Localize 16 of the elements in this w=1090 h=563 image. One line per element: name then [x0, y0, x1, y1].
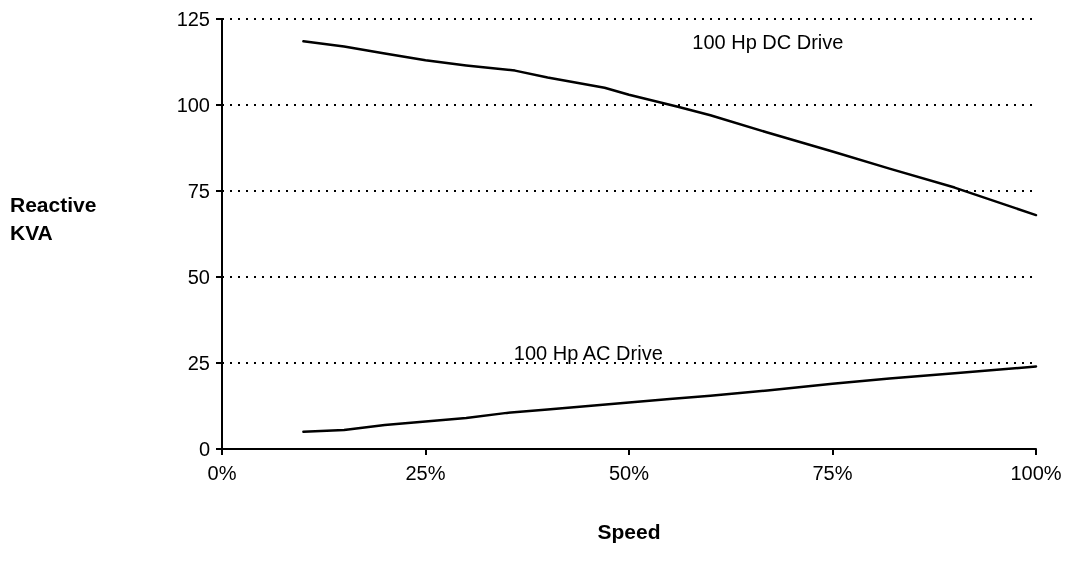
- line-series: [302, 365, 1038, 434]
- y-axis-title: Reactive KVA: [10, 192, 97, 244]
- series-label: 100 Hp AC Drive: [513, 342, 663, 364]
- x-tick-label: 0%: [207, 462, 237, 484]
- x-tick-label: 25%: [405, 462, 446, 484]
- x-tick-label: 75%: [812, 462, 853, 484]
- y-tick-label: 75: [187, 180, 210, 202]
- y-tick-label: 125: [176, 8, 210, 30]
- y-tick-label: 50: [187, 266, 210, 288]
- y-tick-label: 100: [176, 94, 210, 116]
- x-axis-title: Speed: [597, 520, 661, 543]
- x-tick-label: 50%: [608, 462, 650, 484]
- y-tick-label: 0: [198, 438, 210, 460]
- x-tick-label: 100%: [1010, 462, 1062, 484]
- y-tick-label: 25: [187, 352, 210, 374]
- text: 100 Hp DC Drive: [692, 30, 844, 53]
